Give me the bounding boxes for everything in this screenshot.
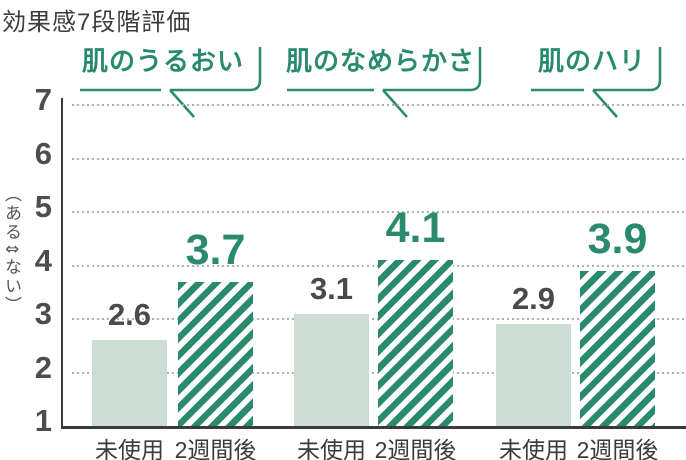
bar-unused	[294, 314, 369, 426]
gridline-level-6	[72, 158, 686, 160]
bar-unused	[496, 324, 571, 426]
x-axis-line	[61, 426, 686, 429]
gridline-level-5	[72, 211, 686, 213]
y-tick-label-5: 5	[34, 189, 52, 224]
chart-title: 効果感7段階評価	[2, 9, 192, 36]
group-label: 肌のうるおい	[82, 46, 245, 76]
value-label-after-2-weeks: 4.1	[385, 204, 446, 252]
y-axis-label: （ある⇕ない）	[2, 185, 21, 316]
y-tick-label-4: 4	[34, 243, 52, 278]
y-tick-label-6: 6	[34, 136, 52, 171]
value-label-unused: 3.1	[309, 271, 354, 306]
gridline-level-7	[72, 104, 686, 106]
value-label-unused: 2.6	[107, 297, 152, 332]
y-tick-label-2: 2	[34, 350, 52, 385]
group-label: 肌のハリ	[538, 46, 647, 76]
bar-after-2-weeks	[580, 271, 655, 426]
x-tick-after-2-weeks: 2週間後	[576, 437, 659, 460]
bar-after-2-weeks	[178, 282, 253, 426]
bar-after-2-weeks	[378, 260, 453, 426]
value-label-unused: 2.9	[511, 281, 556, 316]
value-label-after-2-weeks: 3.9	[587, 215, 648, 263]
y-tick-label-1: 1	[34, 403, 52, 438]
y-axis-line	[61, 98, 63, 428]
bar-unused	[92, 340, 167, 426]
y-tick-label-7: 7	[34, 82, 52, 117]
x-tick-unused: 未使用	[297, 437, 366, 460]
y-tick-label-3: 3	[34, 296, 52, 331]
group-label: 肌のなめらかさ	[286, 46, 476, 76]
x-tick-unused: 未使用	[95, 437, 164, 460]
x-tick-after-2-weeks: 2週間後	[374, 437, 457, 460]
x-tick-unused: 未使用	[499, 437, 568, 460]
x-tick-after-2-weeks: 2週間後	[174, 437, 257, 460]
value-label-after-2-weeks: 3.7	[185, 226, 246, 274]
